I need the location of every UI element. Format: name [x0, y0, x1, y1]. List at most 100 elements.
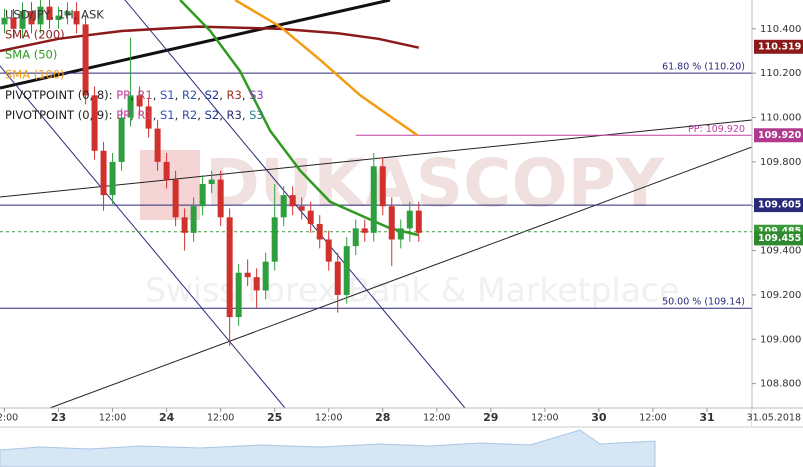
candle-body	[100, 150, 107, 196]
pivot-item: R1	[137, 108, 152, 122]
candle-body	[406, 210, 413, 229]
price-tag	[754, 128, 803, 143]
candle-body	[145, 106, 152, 129]
candle-body	[307, 210, 314, 224]
x-tick-label: 24	[159, 411, 175, 424]
candle-body	[37, 6, 44, 25]
candle-body	[172, 179, 179, 218]
legend-entry: SMA (50)	[5, 48, 57, 62]
pivot-item: S2	[205, 88, 220, 102]
cursor-label: 31.05.2018	[747, 413, 801, 424]
pivot-separator: ,	[153, 88, 160, 102]
pivot-prefix: PIVOTPOINT (0, 8):	[5, 88, 113, 102]
x-tick-label: 12:00	[639, 413, 666, 424]
pivot-separator: ,	[219, 108, 226, 122]
pivot-item: S3	[249, 88, 264, 102]
candle-body	[361, 228, 368, 233]
x-tick-label: 12:00	[99, 413, 126, 424]
x-tick-label: 31	[699, 411, 714, 424]
price-tag-label: 110.319	[758, 41, 801, 52]
candle-body	[325, 239, 332, 262]
pivot-prefix: PIVOTPOINT (0, 9):	[5, 108, 113, 122]
trend-line	[49, 146, 752, 408]
price-tag	[754, 231, 803, 246]
pivot-item: R3	[227, 88, 242, 102]
navigator-area	[0, 429, 656, 467]
pivot-item: S3	[249, 108, 264, 122]
candle-body	[262, 261, 269, 291]
pivot-separator: ,	[242, 88, 249, 102]
pivot-item: S1	[160, 108, 175, 122]
pivot-separator: ,	[197, 88, 204, 102]
candle-body	[316, 223, 323, 240]
plot-area: 61.80 % (110.20) PP: 109.920 50.00 % (109.…	[0, 0, 752, 408]
candle-body	[235, 272, 242, 318]
x-tick-label: 30	[591, 411, 607, 424]
candle-body	[280, 195, 287, 218]
y-tick-label: 110.000	[760, 113, 801, 124]
x-tick-label: 12:00	[315, 413, 342, 424]
y-tick-label: 109.400	[760, 246, 801, 257]
level-label: PP: 109.920	[688, 124, 745, 135]
candle-body	[1, 17, 8, 25]
pivot-item: S1	[160, 88, 175, 102]
sma-line	[0, 25, 420, 53]
pivot-separator: ,	[153, 108, 160, 122]
candle-body	[190, 206, 197, 233]
candle-body	[154, 128, 161, 162]
candle-body	[55, 15, 62, 20]
candle-body	[118, 117, 125, 162]
x-tick-label: 12:00	[0, 413, 18, 424]
pivot-legend: PIVOTPOINT (0, 9): PP, R1, S1, R2, S2, R…	[5, 108, 264, 122]
watermark-subtitle: Swiss Forex Bank & Marketplace	[145, 271, 679, 310]
sma-line	[179, 0, 419, 237]
price-tag-label: 109.605	[758, 200, 801, 211]
candle-body	[334, 261, 341, 295]
pivot-separator: ,	[175, 108, 182, 122]
pivot-item: PP	[116, 108, 130, 122]
candle-body	[82, 24, 89, 96]
candle-body	[136, 95, 143, 107]
candle-body	[388, 206, 395, 240]
candle-body	[109, 161, 116, 196]
candle-body	[352, 228, 359, 247]
pivot-legend: PIVOTPOINT (0, 8): PP, R1, S1, R2, S2, R…	[5, 88, 264, 102]
x-tick-label: 23	[51, 411, 66, 424]
pivot-item: R3	[227, 108, 242, 122]
pivot-separator: ,	[219, 88, 226, 102]
candle-body	[370, 166, 377, 233]
pivot-item: R1	[137, 88, 152, 102]
candle-body	[163, 161, 170, 180]
price-tag	[754, 39, 803, 54]
candle-body	[46, 6, 53, 20]
candle-body	[91, 95, 98, 151]
y-tick-label: 109.200	[760, 290, 801, 301]
pivot-item: PP	[116, 88, 130, 102]
x-tick-label: 25	[267, 411, 282, 424]
pivot-item: R2	[182, 108, 197, 122]
y-tick-label: 109.800	[760, 157, 801, 168]
candle-body	[415, 210, 422, 233]
y-tick-label: 110.400	[760, 24, 801, 35]
candle-body	[181, 217, 188, 233]
pivot-separator: ,	[175, 88, 182, 102]
candle-body	[289, 195, 296, 207]
candle-body	[244, 272, 251, 278]
x-tick-label: 12:00	[207, 413, 234, 424]
level-label: 61.80 % (110.20)	[662, 62, 745, 73]
x-tick-label: 12:00	[531, 413, 558, 424]
legend-entry: SMA (100)	[5, 68, 65, 82]
pivot-separator: ,	[197, 108, 204, 122]
pivot-separator: ,	[130, 108, 137, 122]
cursor-label-bg	[752, 410, 803, 426]
y-tick-label: 108.800	[760, 379, 801, 390]
candle-body	[397, 228, 404, 240]
trend-line	[0, 119, 752, 198]
candle-body	[271, 217, 278, 262]
watermark-title: DUKASCOPY	[205, 145, 665, 222]
pivot-item: S2	[205, 108, 220, 122]
pivot-separator: ,	[242, 108, 249, 122]
y-tick-label: 109.000	[760, 334, 801, 345]
x-tick-label: 29	[483, 411, 498, 424]
